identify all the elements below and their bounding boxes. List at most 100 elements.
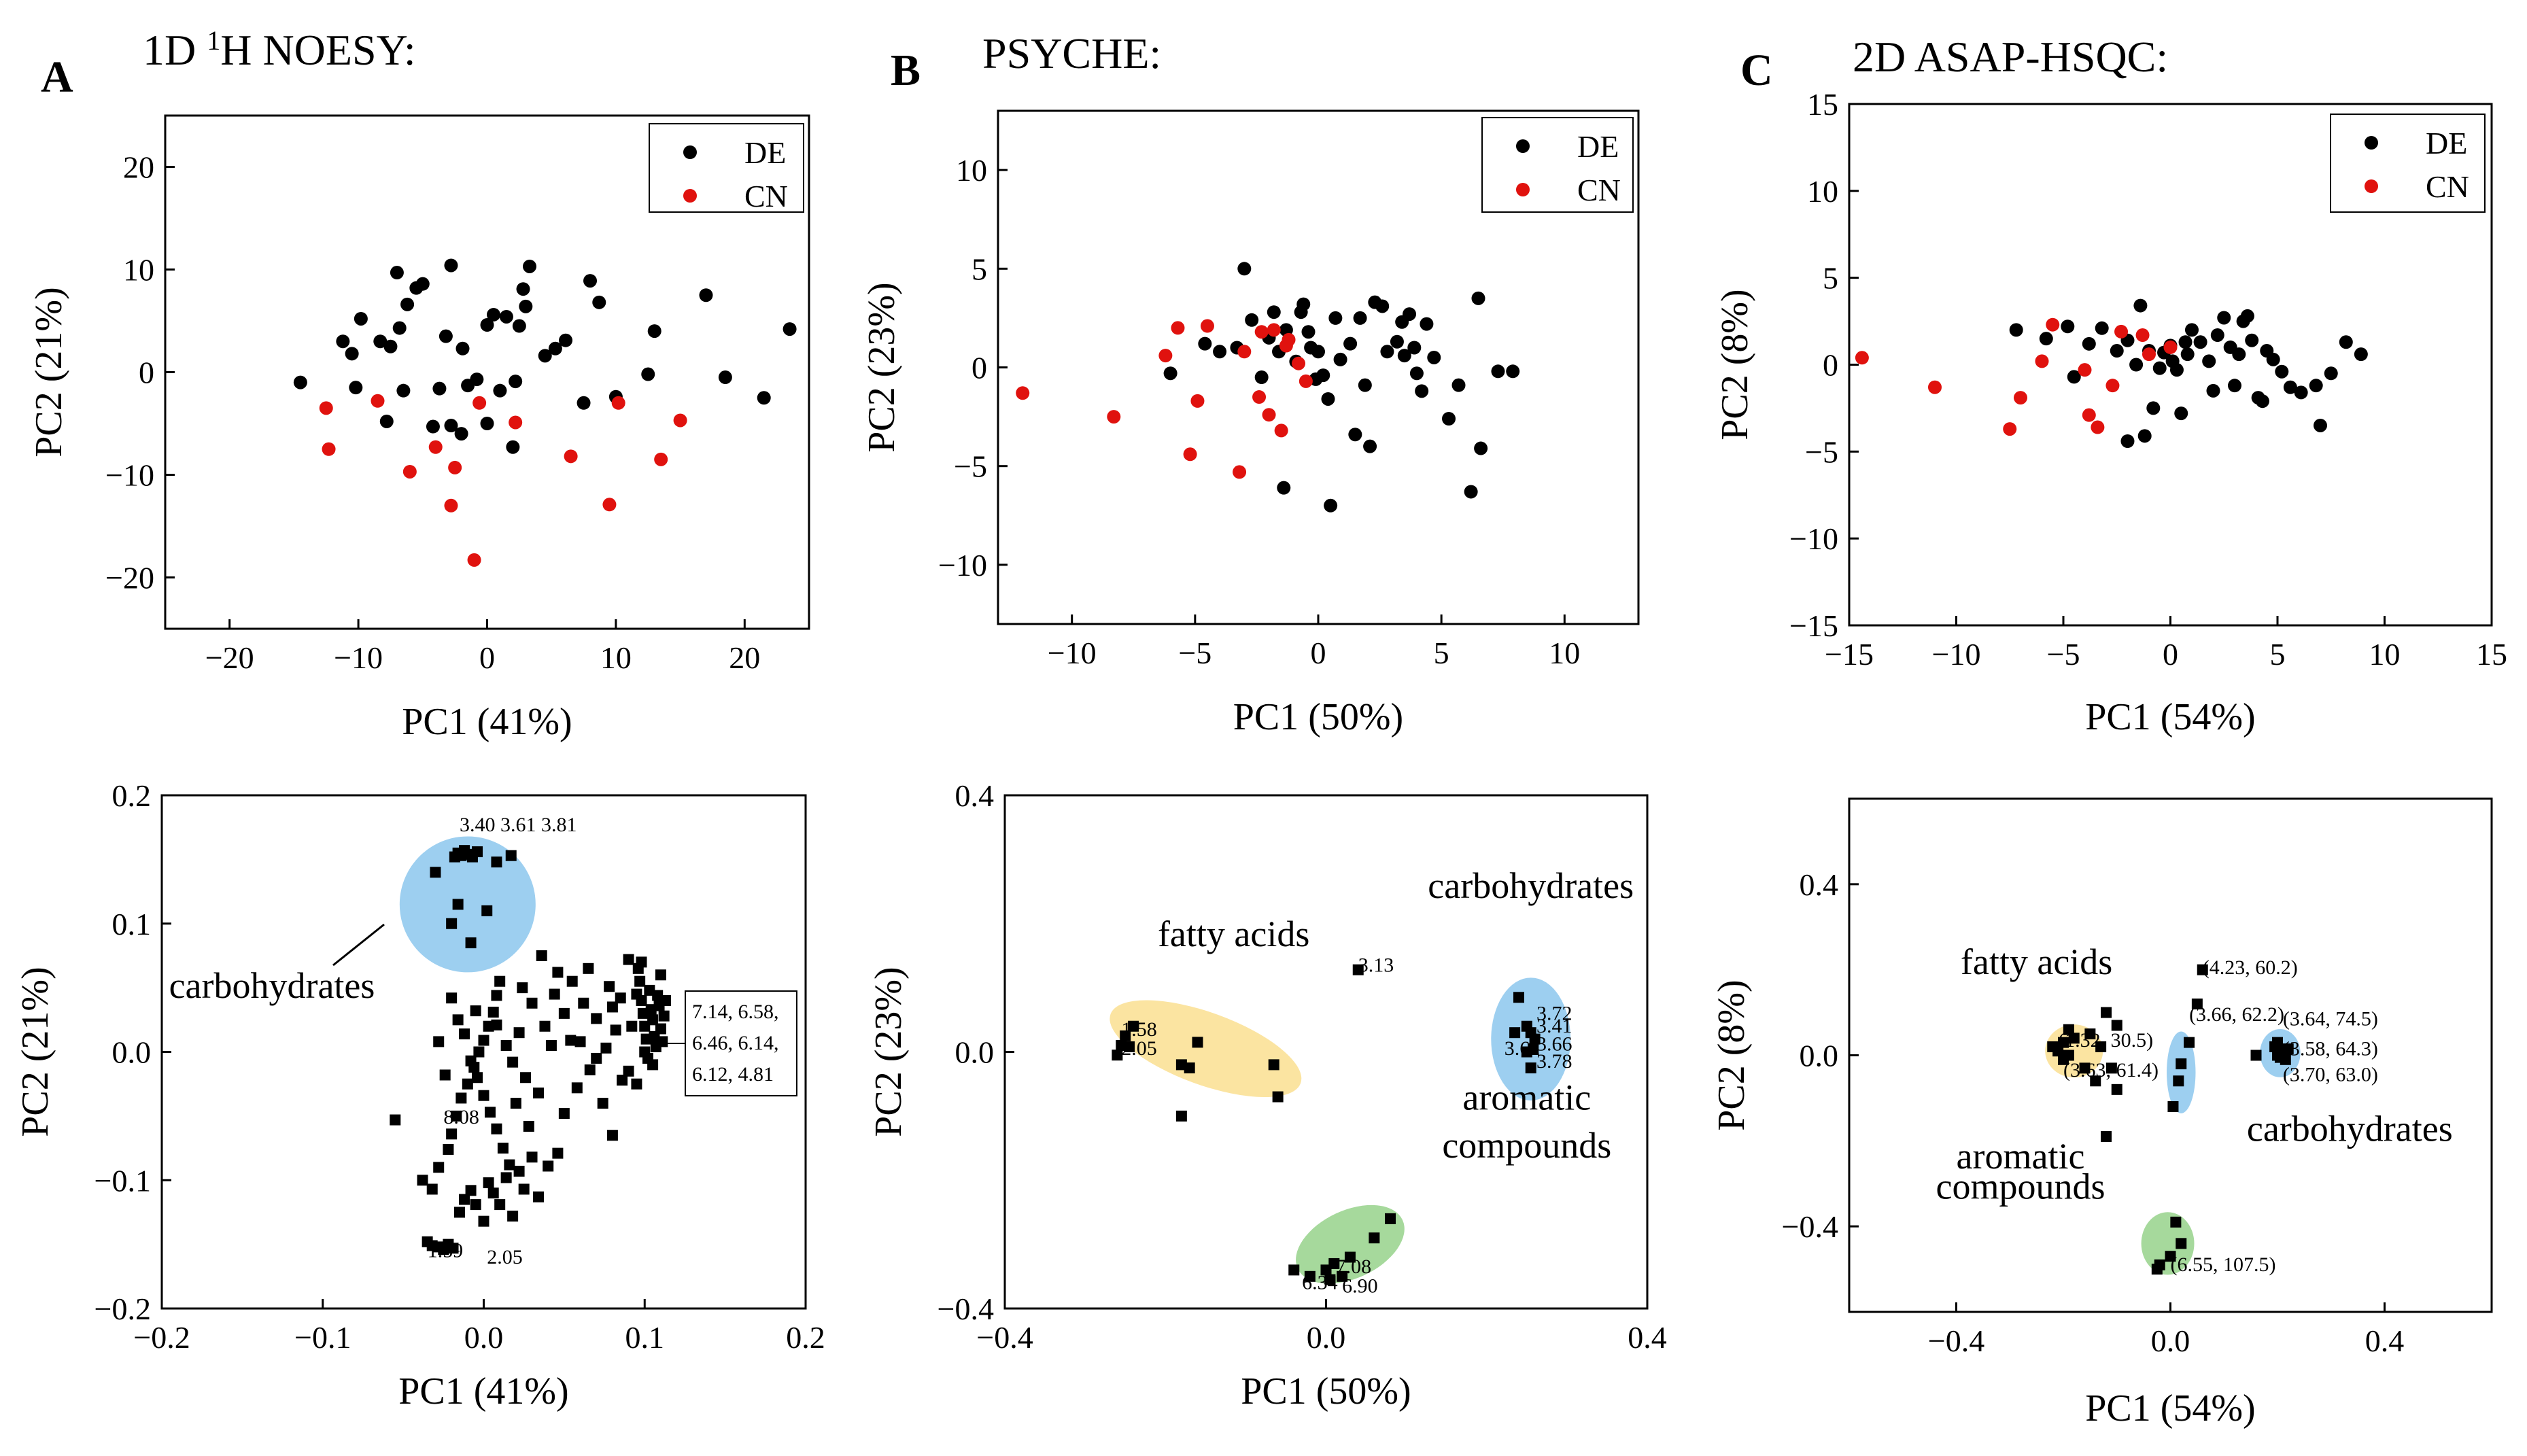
data-point-cn — [444, 498, 458, 513]
data-point-cn — [1292, 356, 1306, 370]
loading-point — [1337, 1270, 1348, 1282]
loading-point — [2167, 1101, 2179, 1112]
data-point-de — [2339, 335, 2353, 349]
loading-point — [2105, 1062, 2117, 1074]
x-axis-title: PC1 (54%) — [2085, 696, 2255, 738]
loading-point — [545, 1040, 557, 1052]
loading-point — [491, 856, 502, 868]
region-aromatic-compounds — [1296, 1204, 1405, 1284]
data-point-de — [509, 375, 523, 389]
data-point-de — [1375, 299, 1390, 313]
point-annotation: 3.62 — [1505, 1037, 1541, 1060]
loading-point — [1272, 1091, 1284, 1103]
loading-point — [504, 1159, 515, 1171]
data-point-de — [1213, 345, 1227, 359]
loading-point — [465, 1185, 477, 1196]
loading-point — [439, 1069, 451, 1081]
data-point-de — [1267, 305, 1281, 319]
data-point-de — [559, 333, 573, 347]
x-tick-label: −0.4 — [1928, 1323, 1984, 1358]
data-point-de — [470, 372, 484, 387]
loading-point — [636, 995, 647, 1006]
loading-point — [517, 982, 528, 994]
data-point-de — [757, 391, 771, 405]
point-annotation: 8.08 — [443, 1106, 479, 1128]
data-point-de — [444, 258, 458, 273]
loading-point — [2282, 1043, 2294, 1055]
point-annotation: (6.55, 107.5) — [2171, 1253, 2276, 1276]
y-axis-title: PC2 (21%) — [28, 287, 70, 457]
loading-point — [583, 963, 594, 974]
loading-point — [491, 1019, 502, 1030]
x-tick-label: 0.4 — [2365, 1323, 2405, 1358]
data-point-cn — [1171, 321, 1185, 335]
data-point-de — [2245, 333, 2259, 347]
loading-point — [536, 950, 547, 961]
y-axis-title: PC2 (21%) — [14, 967, 56, 1137]
y-tick-label: −10 — [105, 458, 154, 493]
loading-point — [465, 937, 477, 949]
loading-point — [1324, 1274, 1336, 1285]
loading-point — [623, 1065, 634, 1077]
point-annotation: (4.23, 60.2) — [2203, 956, 2298, 979]
data-point-cn — [1254, 325, 1269, 339]
x-axis-title: PC1 (50%) — [1233, 696, 1403, 738]
data-point-de — [2193, 335, 2207, 349]
loading-point — [483, 1177, 494, 1189]
data-point-cn — [1855, 351, 1869, 365]
loading-point — [478, 1090, 489, 1101]
data-point-cn — [2091, 420, 2105, 434]
chart-b-scores: −10 −5 0 5 10 −10 −5 0 5 10 PC1 (50%) PC2 (23%) DE CN — [861, 109, 1640, 738]
region-fatty-acids — [1110, 1000, 1302, 1098]
loading-point — [426, 1183, 438, 1195]
data-point-de — [426, 419, 440, 434]
point-annotation: 2.05 — [1121, 1037, 1157, 1060]
loading-point — [459, 1028, 470, 1040]
data-point-cn — [1190, 394, 1205, 408]
loading-point — [1304, 1270, 1316, 1282]
data-point-de — [2120, 434, 2135, 448]
loading-point — [455, 1092, 467, 1104]
y-tick-label: 0.4 — [1800, 867, 1839, 902]
data-point-de — [2255, 394, 2269, 409]
panel-letter-a: A — [41, 52, 73, 102]
legend-marker-cn — [2365, 179, 2378, 193]
loading-point — [2084, 1028, 2096, 1040]
loading-point — [552, 967, 564, 978]
loading-point — [2063, 1024, 2074, 1035]
loading-point — [487, 1188, 499, 1199]
loading-point — [2111, 1084, 2122, 1095]
loading-point — [565, 1035, 577, 1046]
x-tick-label: 10 — [1549, 636, 1580, 670]
point-annotation: (3.66, 62.2) — [2189, 1003, 2284, 1026]
loading-point — [447, 1243, 459, 1254]
data-point-de — [2146, 401, 2161, 415]
loading-point — [623, 954, 634, 965]
y-tick-label: 0.2 — [112, 778, 152, 813]
y-tick-label: 0.4 — [955, 778, 995, 813]
data-point-de — [1403, 307, 1417, 322]
data-point-cn — [402, 464, 417, 479]
loading-point — [617, 1075, 628, 1086]
y-tick-label: 20 — [123, 150, 154, 185]
data-point-de — [396, 383, 411, 398]
note-box-line: 6.46, 6.14, — [692, 1032, 779, 1054]
legend — [2330, 114, 2486, 213]
point-annotation: 1.59 — [428, 1240, 464, 1262]
data-point-de — [548, 341, 562, 356]
x-tick-label: 0.1 — [625, 1320, 665, 1355]
x-axis-title: PC1 (50%) — [1241, 1370, 1411, 1412]
data-point-de — [2129, 358, 2144, 372]
y-tick-label: −20 — [105, 561, 154, 595]
loading-point — [417, 1175, 428, 1186]
x-tick-label: −5 — [1178, 636, 1211, 670]
loading-point — [1344, 1251, 1356, 1263]
data-point-de — [486, 307, 500, 322]
data-point-de — [2217, 311, 2231, 325]
data-point-cn — [1282, 332, 1296, 347]
category-label: carbohydrates — [169, 965, 375, 1006]
data-point-de — [2202, 354, 2216, 368]
data-point-de — [2314, 418, 2327, 432]
loading-point — [2272, 1050, 2283, 1061]
legend-label-de: DE — [2426, 126, 2467, 160]
